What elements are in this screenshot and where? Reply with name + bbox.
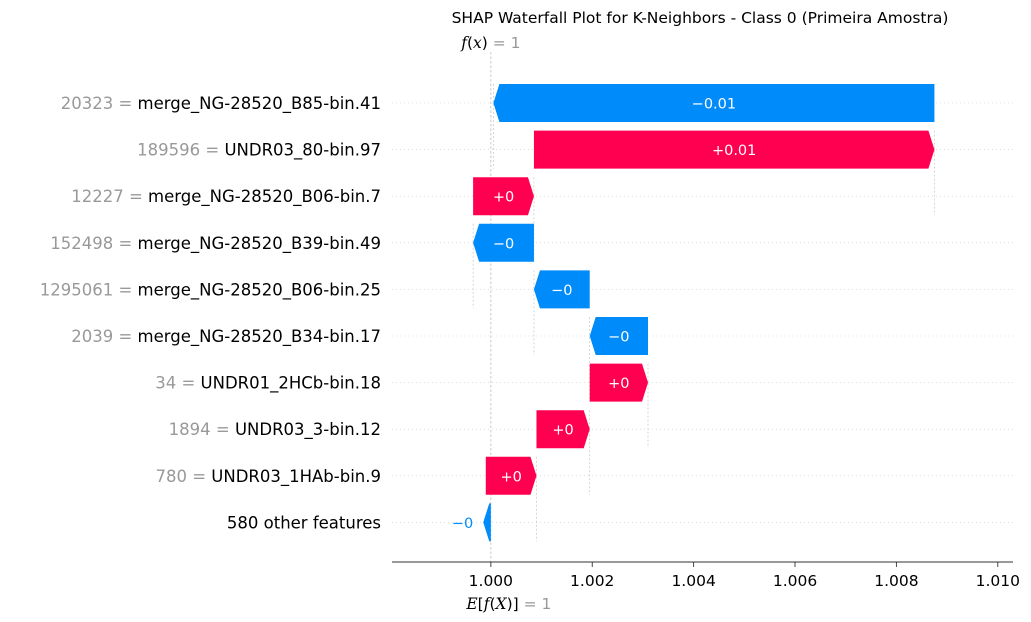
fx-open: ( <box>467 34 473 52</box>
fx-arg: x <box>473 34 482 52</box>
feature-value-label: 189596 = <box>137 141 224 160</box>
feature-label: 2039 = merge_NG-28520_B34-bin.17 <box>71 327 381 347</box>
feature-label: 1894 = UNDR03_3-bin.12 <box>169 420 381 440</box>
feature-label: 580 other features <box>227 513 381 532</box>
feature-name-label: 580 other features <box>227 513 381 532</box>
efx-outer: E <box>465 595 478 613</box>
feature-name-label: merge_NG-28520_B06-bin.7 <box>148 187 381 207</box>
fx-value-label: f(x) = 1 <box>460 34 520 52</box>
feature-value-label: 34 = <box>155 374 200 393</box>
bar-value-label: −0.01 <box>692 97 736 113</box>
feature-value-label: 2039 = <box>71 327 137 346</box>
x-axis: 1.000 1.002 1.004 1.006 1.008 1.010 <box>392 561 1020 590</box>
efx-inner-arg: X <box>495 595 508 613</box>
feature-label: 12227 = merge_NG-28520_B06-bin.7 <box>71 187 381 207</box>
positive-bar <box>533 130 935 169</box>
bar-value-label: +0 <box>552 423 573 439</box>
fx-eq: = 1 <box>488 34 521 52</box>
waterfall-bars <box>473 84 935 542</box>
feature-name-label: merge_NG-28520_B34-bin.17 <box>138 327 381 347</box>
positive-bar <box>473 177 534 216</box>
negative-bar <box>493 84 935 122</box>
fx-label: f(x) = 1 <box>460 34 520 52</box>
efx-eq: = 1 <box>519 595 552 613</box>
negative-bar <box>473 223 534 262</box>
x-tick-label: 1.004 <box>671 572 715 590</box>
feature-label: 20323 = merge_NG-28520_B85-bin.41 <box>61 94 381 114</box>
efx-open: [ <box>478 595 484 613</box>
bar-value-label: +0 <box>493 190 514 206</box>
bar-value-label: +0.01 <box>712 143 756 159</box>
x-tick-label: 1.008 <box>874 572 918 590</box>
efx-close: )] <box>507 595 519 613</box>
feature-name-label: UNDR01_2HCb-bin.18 <box>201 374 381 394</box>
bar-value-label: +0 <box>608 376 629 392</box>
feature-label: 152498 = merge_NG-28520_B39-bin.49 <box>50 234 381 254</box>
positive-bar <box>485 456 537 495</box>
fx-func: f <box>460 34 470 52</box>
positive-bar <box>536 410 590 449</box>
feature-value-label: 780 = <box>155 467 211 486</box>
fx-close: ) <box>482 34 488 52</box>
feature-label: 780 = UNDR03_1HAb-bin.9 <box>155 467 381 487</box>
bar-value-labels: −0.01 +0.01 +0 −0 −0 −0 +0 +0 +0 −0 <box>452 97 757 532</box>
bar-value-label: −0 <box>452 516 473 532</box>
chart-title: SHAP Waterfall Plot for K-Neighbors - Cl… <box>452 9 949 27</box>
feature-label: 189596 = UNDR03_80-bin.97 <box>137 141 381 161</box>
feature-value-label: 12227 = <box>71 187 148 206</box>
feature-name-label: merge_NG-28520_B85-bin.41 <box>138 94 381 114</box>
efx-inner-open: ( <box>489 595 495 613</box>
efx-inner-func: f <box>483 595 493 613</box>
feature-name-label: merge_NG-28520_B06-bin.25 <box>138 280 381 300</box>
feature-value-label: 152498 = <box>50 234 137 253</box>
negative-bar <box>589 317 649 355</box>
positive-bar <box>589 363 649 402</box>
feature-value-label: 20323 = <box>61 94 138 113</box>
bar-value-label: +0 <box>500 469 521 485</box>
feature-value-label: 1295061 = <box>40 280 138 299</box>
x-tick-label: 1.006 <box>773 572 817 590</box>
bar-value-label: −0 <box>551 283 572 299</box>
feature-label: 1295061 = merge_NG-28520_B06-bin.25 <box>40 280 381 300</box>
feature-name-label: UNDR03_80-bin.97 <box>224 141 381 161</box>
x-tick-label: 1.000 <box>469 572 513 590</box>
bar-value-label: −0 <box>493 236 514 252</box>
negative-bar <box>533 270 590 309</box>
x-tick-label: 1.002 <box>570 572 614 590</box>
feature-label: 34 = UNDR01_2HCb-bin.18 <box>155 374 381 394</box>
feature-name-label: UNDR03_3-bin.12 <box>235 420 381 440</box>
x-tick-label: 1.010 <box>976 572 1020 590</box>
feature-labels: 20323 = merge_NG-28520_B85-bin.41 189596 … <box>40 94 381 532</box>
feature-name-label: merge_NG-28520_B39-bin.49 <box>138 234 381 254</box>
efx-label: E[f(X)] = 1 <box>465 595 551 613</box>
negative-bar <box>483 503 491 542</box>
efx-value-label: E[f(X)] = 1 <box>465 595 551 613</box>
bar-value-label: −0 <box>608 330 629 346</box>
feature-name-label: UNDR03_1HAb-bin.9 <box>211 467 381 487</box>
feature-value-label: 1894 = <box>169 420 235 439</box>
